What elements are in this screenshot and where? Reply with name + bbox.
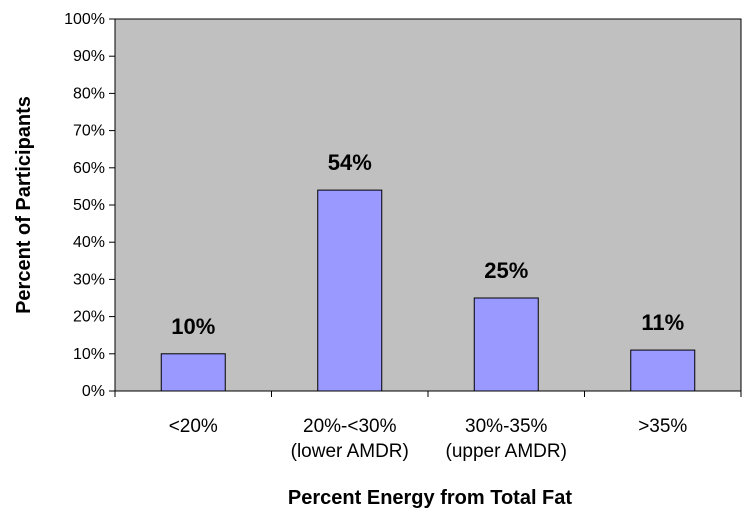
data-label: 25% bbox=[484, 258, 528, 283]
y-tick-label: 20% bbox=[73, 309, 105, 326]
y-tick-label: 90% bbox=[73, 48, 105, 65]
category-label: >35% bbox=[638, 416, 687, 437]
category-label: <20% bbox=[169, 416, 218, 437]
y-tick-label: 30% bbox=[73, 271, 105, 288]
y-axis-title: Percent of Participants bbox=[13, 96, 35, 314]
category-label: 30%-35% (upper AMDR) bbox=[446, 416, 567, 462]
y-tick-label: 100% bbox=[64, 11, 105, 28]
y-tick-label: 80% bbox=[73, 85, 105, 102]
y-tick-label: 40% bbox=[73, 234, 105, 251]
bar bbox=[160, 353, 226, 392]
bar bbox=[317, 189, 383, 392]
y-tick-label: 10% bbox=[73, 346, 105, 363]
y-tick-label: 0% bbox=[82, 383, 105, 400]
plot-area bbox=[114, 18, 742, 392]
y-tick-label: 70% bbox=[73, 123, 105, 140]
y-tick-label: 60% bbox=[73, 160, 105, 177]
data-label: 10% bbox=[171, 314, 215, 339]
y-tick-label: 50% bbox=[73, 197, 105, 214]
x-axis-title: Percent Energy from Total Fat bbox=[288, 487, 572, 509]
bar bbox=[630, 349, 696, 392]
data-label: 54% bbox=[328, 150, 372, 175]
bar bbox=[473, 297, 539, 392]
data-label: 11% bbox=[641, 310, 684, 335]
category-label: 20%-<30% (lower AMDR) bbox=[291, 416, 409, 462]
